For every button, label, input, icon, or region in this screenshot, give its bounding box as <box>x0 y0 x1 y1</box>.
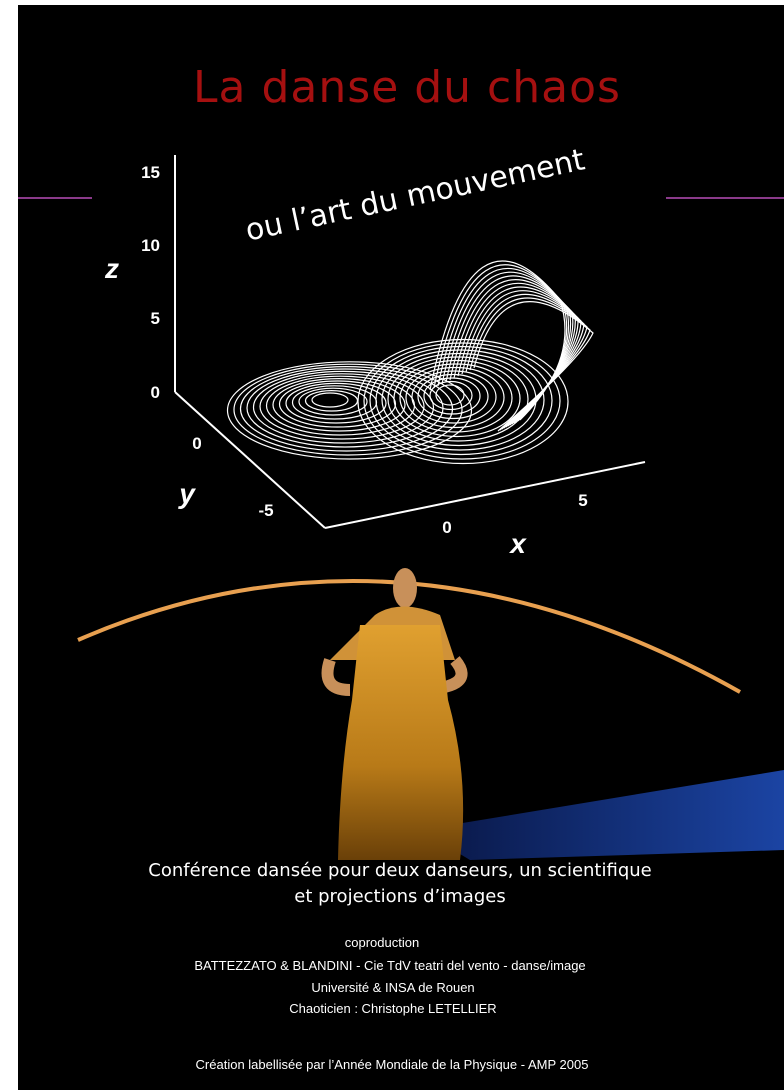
x-label: x <box>508 528 527 559</box>
footer: Création labellisée par l’Année Mondiale… <box>196 1057 589 1072</box>
y-tick: -5 <box>258 501 273 520</box>
attractor-curve <box>405 366 505 429</box>
attractor-curve <box>233 363 463 456</box>
attractor-curve <box>259 373 425 440</box>
attractor-curve <box>473 301 594 432</box>
dress <box>338 625 464 860</box>
attractor-curve <box>246 368 444 448</box>
head <box>393 568 417 608</box>
attractor-curve <box>429 380 473 411</box>
x-tick: 5 <box>578 491 587 510</box>
attractor-curve <box>417 373 489 420</box>
attractor-curve <box>393 359 521 438</box>
attractor-curve <box>265 375 416 436</box>
attractor-curve <box>369 345 553 456</box>
z-tick: 10 <box>141 236 160 255</box>
credit: coproduction <box>345 935 419 950</box>
credit: BATTEZZATO & BLANDINI - Cie TdV teatri d… <box>194 958 585 973</box>
x-axis <box>324 461 646 529</box>
axes <box>174 155 646 529</box>
x-tick: 0 <box>442 518 451 537</box>
credit: Université & INSA de Rouen <box>311 980 474 995</box>
description: Conférence dansée pour deux danseurs, un… <box>148 860 652 881</box>
dancer <box>321 568 468 860</box>
attractor-curve <box>285 382 387 424</box>
attractor-curve <box>278 380 397 428</box>
y-axis <box>174 391 326 529</box>
attractor-curve <box>435 384 465 406</box>
attractor-curve <box>298 387 368 416</box>
attractor-curve <box>311 392 349 408</box>
attractor-curve <box>239 365 454 452</box>
y-tick: 0 <box>192 434 201 453</box>
attractor-curve <box>363 342 561 460</box>
attractor-curve <box>375 349 545 451</box>
y-label: y <box>177 478 196 509</box>
attractor-curve <box>226 361 473 460</box>
z-tick: 5 <box>151 309 160 328</box>
attractor-curve <box>387 356 529 442</box>
attractor-curve <box>252 370 435 444</box>
z-tick: 0 <box>151 383 160 402</box>
stage-floor <box>420 770 784 860</box>
attractor <box>226 260 594 465</box>
background <box>18 5 784 1090</box>
attractor-curve <box>357 338 569 465</box>
credit: Chaoticien : Christophe LETELLIER <box>289 1001 496 1016</box>
title: La danse du chaos <box>193 62 621 113</box>
z-label: z <box>104 253 119 284</box>
attractor-curve <box>399 363 513 433</box>
z-tick: 15 <box>141 163 160 182</box>
description: et projections d’images <box>294 886 505 907</box>
attractor-curve <box>272 377 406 432</box>
